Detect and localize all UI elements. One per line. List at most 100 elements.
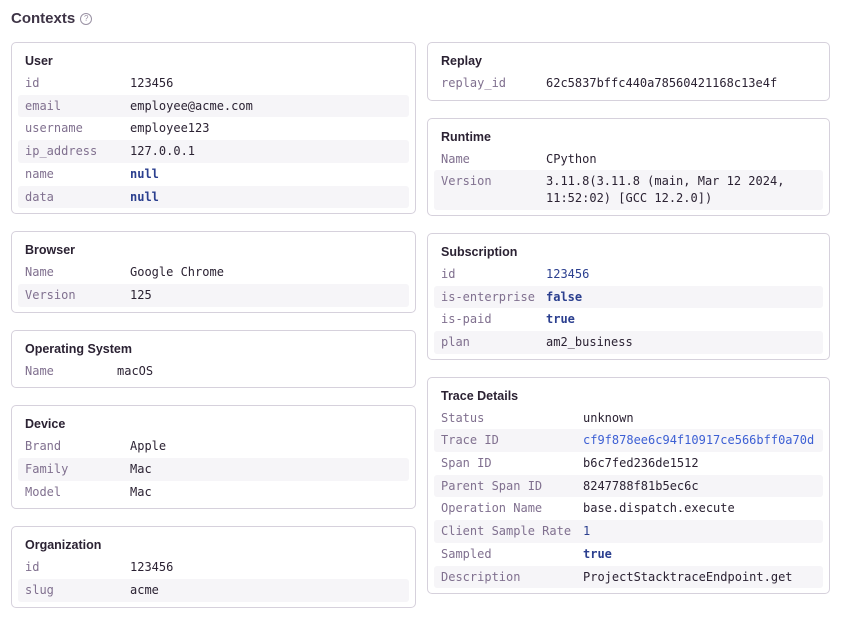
row-value: CPython [546,151,597,166]
context-card-browser: Browser Name Google Chrome Version 125 [11,231,416,313]
context-row: Name CPython [434,147,823,171]
context-row: Version 125 [18,283,409,307]
row-key: ip_address [25,144,98,159]
right-column: Replay replay_id 62c5837bffc440a7856042116… [427,42,830,595]
row-value: employee@acme.com [130,98,253,113]
row-value: 123456 [130,76,174,90]
context-row: email employee@acme.com [18,94,409,118]
context-row: name null [18,162,409,186]
row-value: null [130,189,159,204]
row-value: am2_business [546,334,633,349]
row-key: Version [25,287,76,302]
context-row: Client Sample Rate 1 [434,520,823,543]
context-card-organization: Organization id 123456 slug acme [11,526,416,608]
context-row: Operation Name base.dispatch.execute [434,497,823,521]
context-row: ip_address 127.0.0.1 [18,140,409,163]
question-circle-icon[interactable]: ? [80,12,93,25]
row-key: Parent Span ID [441,478,543,493]
context-row: slug acme [18,579,409,602]
left-column: User id 123456 email employee@acme.com userna… [11,42,416,608]
contexts-header: Contexts ? [11,10,93,27]
card-title: Browser [25,243,76,258]
context-row: Trace ID cf9f878ee6c94f10917ce566bff0a70d [434,429,823,453]
context-row: Description ProjectStacktraceEndpoint.get [434,565,823,589]
row-key: Name [25,363,54,378]
context-row: data null [18,185,409,209]
row-value: employee123 [130,121,210,136]
card-title: Device [25,417,66,432]
row-value: false [546,289,583,304]
context-card-device: Device Brand Apple Family Mac Model Mac [11,405,416,510]
card-title: Trace Details [441,388,519,403]
row-value: 123456 [546,266,590,281]
row-value: ProjectStacktraceEndpoint.get [583,569,793,584]
row-key: id [25,560,40,575]
row-value: 8247788f81b5ec6c [583,478,699,493]
row-value: 62c5837bffc440a78560421168c13e4f [546,76,778,90]
row-value: true [546,312,575,327]
card-title: Organization [25,538,102,553]
context-row: Span ID b6c7fed236de1512 [434,452,823,475]
row-key: plan [441,334,470,349]
card-title: Operating System [25,341,132,356]
row-key: Name [441,151,470,166]
row-key: id [441,266,456,281]
row-value: 125 [130,287,152,302]
row-value: base.dispatch.execute [583,501,735,516]
context-card-operating-system: Operating System Name macOS [11,329,416,389]
row-key: username [25,121,83,136]
trace-id-link[interactable]: cf9f878ee6c94f10917ce566bff0a70d [583,433,815,448]
row-key: email [25,98,62,113]
row-key: name [25,166,54,181]
page-title: Contexts [11,10,76,27]
card-title: Runtime [441,129,491,144]
context-row: replay_id 62c5837bffc440a78560421168c13e4… [434,72,823,95]
row-value: acme [130,583,159,598]
row-value: true [583,546,612,561]
row-key: Client Sample Rate [441,524,572,539]
context-row: username employee123 [18,117,409,141]
row-key: Version [441,174,492,189]
context-card-runtime: Runtime Name CPython Version 3.11.8(3.11.8 (… [427,117,830,216]
context-row: Version 3.11.8(3.11.8 (main, Mar 12 2024,… [434,170,823,210]
context-row: Name macOS [18,359,409,383]
row-key: Trace ID [441,433,499,448]
row-key: Name [25,265,54,280]
row-key: is-enterprise [441,289,535,304]
row-key: data [25,189,54,204]
row-key: Description [441,569,521,584]
row-value: Google Chrome [130,265,224,280]
row-value: b6c7fed236de1512 [583,456,699,471]
row-key: replay_id [441,76,507,90]
card-title: Subscription [441,244,518,259]
context-row: is-enterprise false [434,285,823,309]
row-value: Apple [130,439,167,454]
context-row: Parent Span ID 8247788f81b5ec6c [434,474,823,498]
context-row: Sampled true [434,542,823,566]
row-key: slug [25,583,54,598]
context-row: Name Google Chrome [18,261,409,284]
row-value: unknown [583,410,634,425]
row-key: Status [441,410,485,425]
context-row: is-paid true [434,308,823,331]
context-row: Family Mac [18,458,409,481]
row-value: 1 [583,524,591,539]
row-value: 127.0.0.1 [130,144,196,159]
row-value: Mac [130,484,152,499]
context-row: plan am2_business [434,330,823,354]
context-card-subscription: Subscription id 123456 is-enterprise false is… [427,232,830,360]
row-key: Family [25,462,69,477]
row-key: Sampled [441,546,492,561]
context-row: Model Mac [18,480,409,504]
row-value: 123456 [130,560,174,575]
row-key: is-paid [441,312,492,327]
context-row: Status unknown [434,406,823,430]
card-title: User [25,54,53,68]
row-key: Model [25,484,62,499]
row-key: Operation Name [441,501,543,516]
context-row: id 123456 [434,262,823,286]
row-key: Span ID [441,456,492,471]
row-key: id [25,76,40,90]
card-title: Replay [441,54,482,68]
context-card-user: User id 123456 email employee@acme.com userna… [11,42,416,215]
